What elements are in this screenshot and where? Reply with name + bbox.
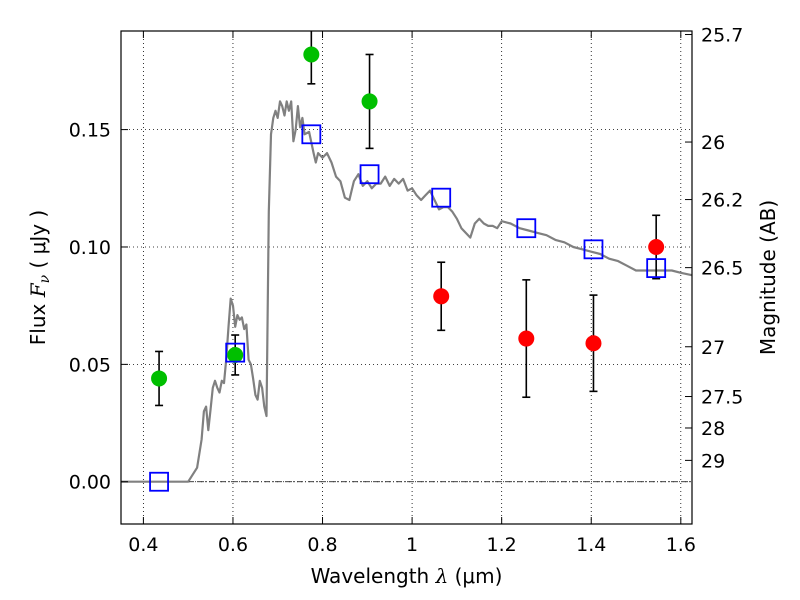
y-tick-label: 0.10 [69,237,111,259]
y2-tick-label: 26 [701,132,725,154]
photometry-point [648,238,665,255]
y-axis-label-symbol: F [26,282,50,298]
x-axis-label-unit: (μm) [448,564,502,588]
data-points [149,46,667,492]
model-flux-square [359,164,380,185]
model-flux-square [149,471,169,492]
y-axis-label-subscript: ν [37,274,53,283]
y-tick-label: 0.15 [69,120,111,142]
photometry-point [227,346,244,363]
model-flux-square [583,239,604,260]
photometry-point [303,46,320,63]
y2-tick-label: 26.2 [701,190,743,212]
x-tick-label: 1.6 [666,534,696,556]
x-tick-label: 0.8 [307,534,337,556]
x-tick-label: 1.4 [576,534,606,556]
y2-tick-label: 27.5 [701,387,743,409]
photometry-point [361,93,378,110]
x-tick-label: 1 [406,534,418,556]
y2-tick-label: 26.5 [701,258,743,280]
x-axis-label-symbol: λ [435,564,449,588]
model-spectrum-line [121,100,693,483]
x-axis-label: Wavelength λ (μm) [311,564,503,588]
model-flux-square [301,124,322,145]
photometry-point [433,288,450,305]
photometry-point [518,330,535,347]
y2-tick-label: 29 [701,450,725,472]
y2-tick-label: 27 [701,337,725,359]
y-axis-label-main: Flux [26,297,50,345]
tick-labels: 0.4 0.6 0.8 1 1.2 1.4 1.6 0.00 0.05 0.10 0.15 25.7 2… [69,25,744,556]
y-axis-label-unit: ( μJy ) [26,210,50,275]
photometry-point [585,335,602,352]
y2-axis-label: Magnitude (AB) [756,200,780,355]
x-tick-label: 0.6 [218,534,248,556]
x-tick-label: 1.2 [487,534,517,556]
y-tick-label: 0.05 [69,354,111,376]
model-flux-square [431,187,452,208]
model-spectrum [121,100,693,483]
grid [121,31,692,524]
y2-tick-label: 28 [701,418,725,440]
model-flux-square [516,218,537,239]
x-axis-label-main: Wavelength [311,564,436,588]
plot-frame [120,30,693,525]
photometry-point [151,370,168,387]
y-axis-label: Flux Fν ( μJy ) [26,210,53,345]
model-flux-square [646,258,667,279]
x-tick-label: 0.4 [128,534,158,556]
y-tick-label: 0.00 [69,472,111,494]
y2-tick-label: 25.7 [701,25,743,47]
ticks [121,31,692,524]
model-flux-square [225,342,246,363]
